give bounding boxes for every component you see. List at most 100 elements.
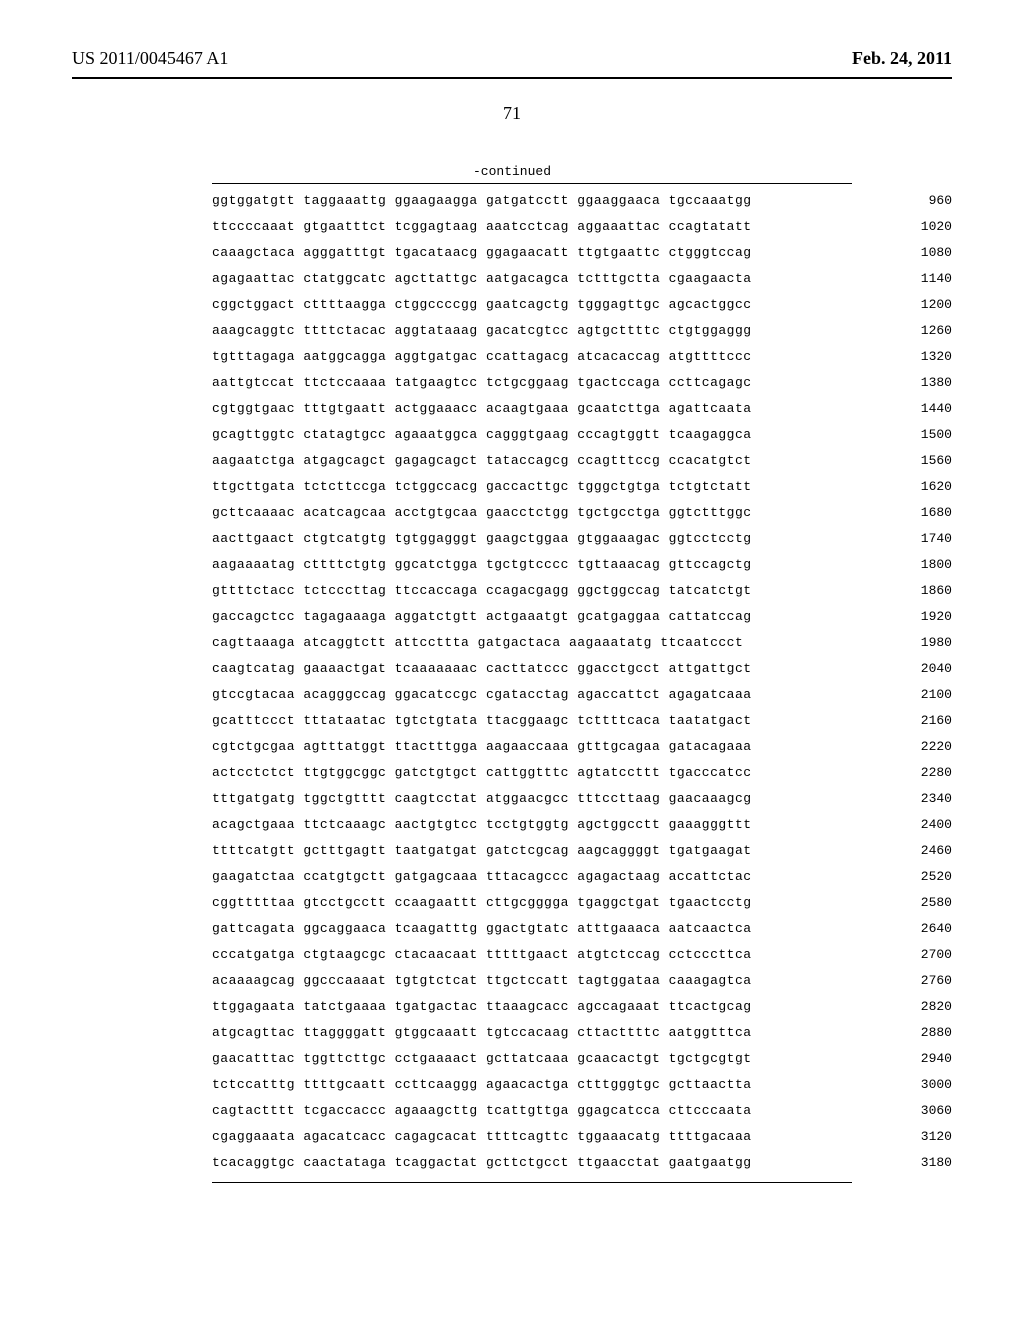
sequence-rule-bottom bbox=[212, 1182, 852, 1183]
sequence-text: aacttgaact ctgtcatgtg tgtggagggt gaagctg… bbox=[212, 532, 752, 545]
sequence-row: caagtcatag gaaaactgat tcaaaaaaac cacttat… bbox=[212, 662, 952, 675]
sequence-row: tttgatgatg tggctgtttt caagtcctat atggaac… bbox=[212, 792, 952, 805]
page-container: US 2011/0045467 A1 Feb. 24, 2011 71 -con… bbox=[0, 0, 1024, 1320]
sequence-row: gttttctacc tctcccttag ttccaccaga ccagacg… bbox=[212, 584, 952, 597]
sequence-position: 3180 bbox=[882, 1156, 952, 1169]
sequence-text: actcctctct ttgtggcggc gatctgtgct cattggt… bbox=[212, 766, 752, 779]
publication-date: Feb. 24, 2011 bbox=[852, 48, 952, 69]
sequence-text: cccatgatga ctgtaagcgc ctacaacaat tttttga… bbox=[212, 948, 752, 961]
sequence-position: 2880 bbox=[882, 1026, 952, 1039]
sequence-position: 1920 bbox=[882, 610, 952, 623]
sequence-row: ggtggatgtt taggaaattg ggaagaagga gatgatc… bbox=[212, 194, 952, 207]
sequence-row: agagaattac ctatggcatc agcttattgc aatgaca… bbox=[212, 272, 952, 285]
sequence-row: aagaatctga atgagcagct gagagcagct tatacca… bbox=[212, 454, 952, 467]
sequence-position: 960 bbox=[882, 194, 952, 207]
sequence-text: ttttcatgtt gctttgagtt taatgatgat gatctcg… bbox=[212, 844, 752, 857]
sequence-text: cagtactttt tcgaccaccc agaaagcttg tcattgt… bbox=[212, 1104, 752, 1117]
header-rule bbox=[72, 77, 952, 79]
sequence-position: 2400 bbox=[882, 818, 952, 831]
sequence-text: caagtcatag gaaaactgat tcaaaaaaac cacttat… bbox=[212, 662, 752, 675]
sequence-row: tctccatttg ttttgcaatt ccttcaaggg agaacac… bbox=[212, 1078, 952, 1091]
sequence-text: tgtttagaga aatggcagga aggtgatgac ccattag… bbox=[212, 350, 752, 363]
sequence-position: 2340 bbox=[882, 792, 952, 805]
sequence-position: 1320 bbox=[882, 350, 952, 363]
sequence-row: gcttcaaaac acatcagcaa acctgtgcaa gaacctc… bbox=[212, 506, 952, 519]
sequence-text: gcagttggtc ctatagtgcc agaaatggca cagggtg… bbox=[212, 428, 752, 441]
sequence-row: cgaggaaata agacatcacc cagagcacat ttttcag… bbox=[212, 1130, 952, 1143]
sequence-row: gaagatctaa ccatgtgctt gatgagcaaa tttacag… bbox=[212, 870, 952, 883]
sequence-position: 2760 bbox=[882, 974, 952, 987]
sequence-row: cagttaaaga atcaggtctt attccttta gatgacta… bbox=[212, 636, 952, 649]
publication-number: US 2011/0045467 A1 bbox=[72, 48, 228, 69]
sequence-position: 2280 bbox=[882, 766, 952, 779]
sequence-text: agagaattac ctatggcatc agcttattgc aatgaca… bbox=[212, 272, 752, 285]
page-header: US 2011/0045467 A1 Feb. 24, 2011 bbox=[72, 48, 952, 69]
sequence-row: ttgcttgata tctcttccga tctggccacg gaccact… bbox=[212, 480, 952, 493]
sequence-position: 1800 bbox=[882, 558, 952, 571]
sequence-position: 1380 bbox=[882, 376, 952, 389]
sequence-text: aaagcaggtc ttttctacac aggtataaag gacatcg… bbox=[212, 324, 752, 337]
sequence-text: aagaaaatag cttttctgtg ggcatctgga tgctgtc… bbox=[212, 558, 752, 571]
sequence-row: tgtttagaga aatggcagga aggtgatgac ccattag… bbox=[212, 350, 952, 363]
sequence-text: acaaaagcag ggcccaaaat tgtgtctcat ttgctcc… bbox=[212, 974, 752, 987]
sequence-text: gcatttccct tttataatac tgtctgtata ttacgga… bbox=[212, 714, 752, 727]
sequence-position: 1020 bbox=[882, 220, 952, 233]
sequence-text: tctccatttg ttttgcaatt ccttcaaggg agaacac… bbox=[212, 1078, 752, 1091]
sequence-position: 2640 bbox=[882, 922, 952, 935]
sequence-text: cgtggtgaac tttgtgaatt actggaaacc acaagtg… bbox=[212, 402, 752, 415]
sequence-text: tttgatgatg tggctgtttt caagtcctat atggaac… bbox=[212, 792, 752, 805]
sequence-text: gaagatctaa ccatgtgctt gatgagcaaa tttacag… bbox=[212, 870, 752, 883]
sequence-position: 3000 bbox=[882, 1078, 952, 1091]
sequence-row: gattcagata ggcaggaaca tcaagatttg ggactgt… bbox=[212, 922, 952, 935]
sequence-text: ttggagaata tatctgaaaa tgatgactac ttaaagc… bbox=[212, 1000, 752, 1013]
sequence-position: 3120 bbox=[882, 1130, 952, 1143]
sequence-position: 2040 bbox=[882, 662, 952, 675]
sequence-row: cggctggact cttttaagga ctggccccgg gaatcag… bbox=[212, 298, 952, 311]
sequence-text: gaccagctcc tagagaaaga aggatctgtt actgaaa… bbox=[212, 610, 752, 623]
sequence-position: 1140 bbox=[882, 272, 952, 285]
sequence-row: cgtggtgaac tttgtgaatt actggaaacc acaagtg… bbox=[212, 402, 952, 415]
sequence-position: 1440 bbox=[882, 402, 952, 415]
sequence-row: acaaaagcag ggcccaaaat tgtgtctcat ttgctcc… bbox=[212, 974, 952, 987]
sequence-position: 1500 bbox=[882, 428, 952, 441]
sequence-position: 1740 bbox=[882, 532, 952, 545]
sequence-position: 2700 bbox=[882, 948, 952, 961]
sequence-row: aattgtccat ttctccaaaa tatgaagtcc tctgcgg… bbox=[212, 376, 952, 389]
sequence-text: aattgtccat ttctccaaaa tatgaagtcc tctgcgg… bbox=[212, 376, 752, 389]
sequence-position: 2520 bbox=[882, 870, 952, 883]
sequence-row: gcagttggtc ctatagtgcc agaaatggca cagggtg… bbox=[212, 428, 952, 441]
page-number: 71 bbox=[72, 103, 952, 124]
sequence-position: 2580 bbox=[882, 896, 952, 909]
sequence-row: tcacaggtgc caactataga tcaggactat gcttctg… bbox=[212, 1156, 952, 1169]
sequence-row: cagtactttt tcgaccaccc agaaagcttg tcattgt… bbox=[212, 1104, 952, 1117]
sequence-text: ggtggatgtt taggaaattg ggaagaagga gatgatc… bbox=[212, 194, 752, 207]
sequence-row: cgtctgcgaa agtttatggt ttactttgga aagaacc… bbox=[212, 740, 952, 753]
sequence-position: 1980 bbox=[882, 636, 952, 649]
sequence-row: caaagctaca agggatttgt tgacataacg ggagaac… bbox=[212, 246, 952, 259]
sequence-text: gcttcaaaac acatcagcaa acctgtgcaa gaacctc… bbox=[212, 506, 752, 519]
sequence-position: 2460 bbox=[882, 844, 952, 857]
sequence-position: 3060 bbox=[882, 1104, 952, 1117]
sequence-text: cgtctgcgaa agtttatggt ttactttgga aagaacc… bbox=[212, 740, 752, 753]
sequence-text: cgaggaaata agacatcacc cagagcacat ttttcag… bbox=[212, 1130, 752, 1143]
sequence-text: gattcagata ggcaggaaca tcaagatttg ggactgt… bbox=[212, 922, 752, 935]
sequence-text: ttccccaaat gtgaatttct tcggagtaag aaatcct… bbox=[212, 220, 752, 233]
sequence-block: ggtggatgtt taggaaattg ggaagaagga gatgatc… bbox=[212, 194, 952, 1169]
sequence-rule-top bbox=[212, 183, 852, 184]
sequence-text: cggctggact cttttaagga ctggccccgg gaatcag… bbox=[212, 298, 752, 311]
sequence-position: 1860 bbox=[882, 584, 952, 597]
sequence-position: 2220 bbox=[882, 740, 952, 753]
sequence-position: 1200 bbox=[882, 298, 952, 311]
sequence-text: aagaatctga atgagcagct gagagcagct tatacca… bbox=[212, 454, 752, 467]
sequence-row: gaacatttac tggttcttgc cctgaaaact gcttatc… bbox=[212, 1052, 952, 1065]
sequence-position: 1560 bbox=[882, 454, 952, 467]
sequence-position: 1260 bbox=[882, 324, 952, 337]
sequence-row: gaccagctcc tagagaaaga aggatctgtt actgaaa… bbox=[212, 610, 952, 623]
sequence-text: cagttaaaga atcaggtctt attccttta gatgacta… bbox=[212, 636, 743, 649]
sequence-row: atgcagttac ttaggggatt gtggcaaatt tgtccac… bbox=[212, 1026, 952, 1039]
sequence-text: tcacaggtgc caactataga tcaggactat gcttctg… bbox=[212, 1156, 752, 1169]
sequence-position: 1620 bbox=[882, 480, 952, 493]
sequence-position: 2940 bbox=[882, 1052, 952, 1065]
sequence-position: 2160 bbox=[882, 714, 952, 727]
sequence-row: acagctgaaa ttctcaaagc aactgtgtcc tcctgtg… bbox=[212, 818, 952, 831]
